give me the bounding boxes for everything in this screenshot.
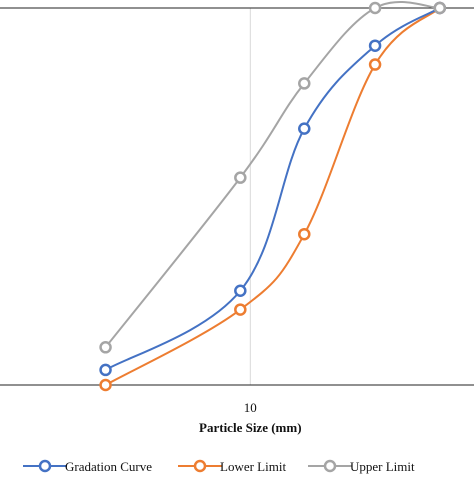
data-point: [368, 58, 382, 71]
legend-label: Upper Limit: [350, 459, 415, 474]
legend-label: Gradation Curve: [65, 459, 152, 474]
data-point: [234, 303, 247, 316]
x-tick-labels: 10: [244, 400, 257, 415]
series-lower-limit: [99, 1, 447, 392]
data-point: [298, 227, 311, 241]
series-gradation-curve: [99, 1, 447, 377]
data-point: [99, 341, 112, 354]
series-upper-limit: [99, 0, 447, 354]
legend-item: Lower Limit: [178, 459, 286, 474]
x-tick-label: 10: [244, 400, 257, 415]
data-point: [99, 363, 112, 377]
legend-marker: [38, 459, 52, 473]
series-line: [105, 7, 441, 371]
legend-marker: [323, 459, 337, 473]
series-layer: [99, 0, 447, 392]
legend-marker: [193, 459, 207, 473]
data-point: [433, 1, 447, 15]
legend: Gradation Curve Lower Limit Upper Limit: [23, 459, 415, 474]
data-point: [298, 122, 311, 135]
data-point: [234, 284, 247, 297]
data-point: [368, 1, 382, 15]
data-point: [234, 171, 247, 184]
legend-item: Gradation Curve: [23, 459, 152, 474]
legend-label: Lower Limit: [220, 459, 286, 474]
x-axis-title: Particle Size (mm): [199, 420, 302, 435]
legend-item: Upper Limit: [308, 459, 415, 474]
series-line: [105, 7, 441, 386]
data-point: [298, 77, 311, 90]
data-point: [99, 378, 112, 392]
series-line: [104, 0, 440, 348]
data-point: [368, 39, 382, 52]
